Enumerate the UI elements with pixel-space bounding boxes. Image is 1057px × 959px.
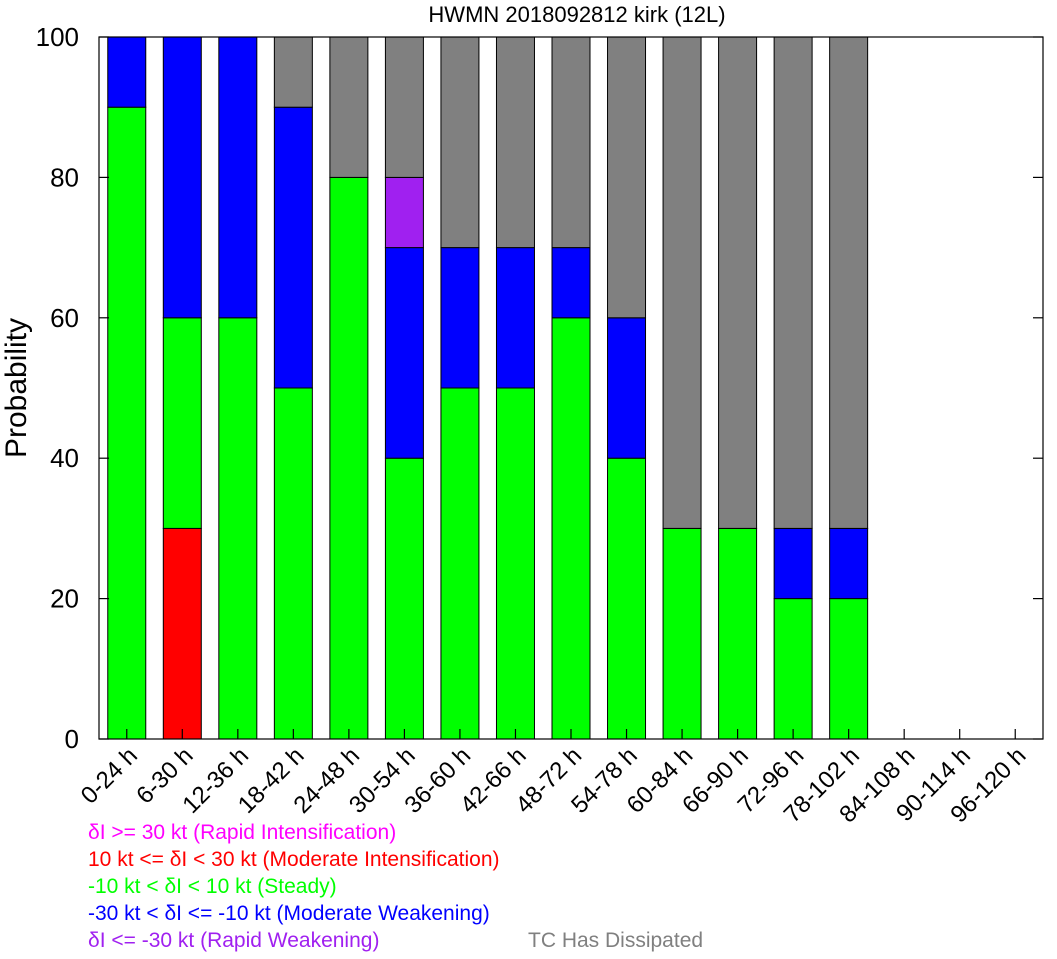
bar-dissipated-14 (829, 36, 869, 529)
bar-dissipated-6 (384, 36, 424, 178)
legend-entry-steady: -10 kt < δI < 10 kt (Steady) (88, 875, 337, 898)
bar-dissipated-9 (551, 36, 591, 249)
bar-dissipated-13 (773, 36, 813, 529)
bar-steady-5 (329, 176, 369, 740)
bar-moderate-weakening-7 (440, 247, 480, 389)
bar-dissipated-7 (440, 36, 480, 249)
y-axis-label: Probability (0, 318, 33, 458)
y-tick-label: 40 (50, 443, 79, 473)
bar-moderate-weakening-4 (273, 106, 313, 389)
legend-entry-dissipated: TC Has Dissipated (528, 929, 704, 952)
bars-group (107, 36, 869, 740)
bar-steady-8 (495, 387, 535, 740)
bar-moderate-weakening-2 (162, 36, 202, 319)
bar-moderate-weakening-10 (607, 317, 647, 459)
bar-dissipated-12 (718, 36, 758, 529)
bar-steady-3 (218, 317, 258, 740)
bar-steady-11 (662, 527, 702, 740)
x-ticks-group: 0-24 h6-30 h12-36 h18-42 h24-48 h30-54 h… (76, 729, 1031, 828)
bar-moderate-weakening-14 (829, 527, 869, 600)
bar-dissipated-10 (607, 36, 647, 319)
y-tick-label: 80 (50, 162, 79, 192)
legend-entry-rapid-weakening: δI <= -30 kt (Rapid Weakening) (88, 929, 380, 952)
bar-steady-10 (607, 457, 647, 740)
bar-steady-1 (107, 106, 147, 740)
bar-dissipated-11 (662, 36, 702, 529)
chart-title: HWMN 2018092812 kirk (12L) (428, 2, 725, 27)
bar-steady-9 (551, 317, 591, 740)
bar-moderate-weakening-13 (773, 527, 813, 600)
bar-moderate-weakening-3 (218, 36, 258, 319)
bar-steady-12 (718, 527, 758, 740)
y-tick-label: 60 (50, 303, 79, 333)
bar-moderate-weakening-9 (551, 247, 591, 319)
bar-steady-6 (384, 457, 424, 740)
y-tick-label: 0 (65, 724, 79, 754)
bar-steady-7 (440, 387, 480, 740)
bar-steady-13 (773, 598, 813, 740)
bar-dissipated-5 (329, 36, 369, 178)
bar-moderate-weakening-6 (384, 247, 424, 459)
bar-dissipated-4 (273, 36, 313, 108)
x-tick-label: 0-24 h (76, 742, 143, 809)
bar-steady-4 (273, 387, 313, 740)
bar-rapid-weakening-6 (384, 176, 424, 249)
bar-steady-14 (829, 598, 869, 740)
y-tick-label: 20 (50, 584, 79, 614)
legend-entry-moderate-intensification: 10 kt <= δI < 30 kt (Moderate Intensific… (88, 848, 500, 871)
legend-entry-rapid-intensification: δI >= 30 kt (Rapid Intensification) (88, 821, 397, 844)
bar-moderate-weakening-8 (495, 247, 535, 389)
y-tick-label: 100 (36, 22, 79, 52)
y-ticks-group: 0 20 40 60 80 100 (36, 22, 1043, 754)
bar-moderate-intensification-2 (162, 527, 202, 740)
legend-entry-moderate-weakening: -30 kt < δI <= -10 kt (Moderate Weakenin… (88, 902, 490, 925)
bar-steady-2 (162, 317, 202, 529)
bar-dissipated-8 (495, 36, 535, 249)
bar-moderate-weakening-1 (107, 36, 147, 108)
